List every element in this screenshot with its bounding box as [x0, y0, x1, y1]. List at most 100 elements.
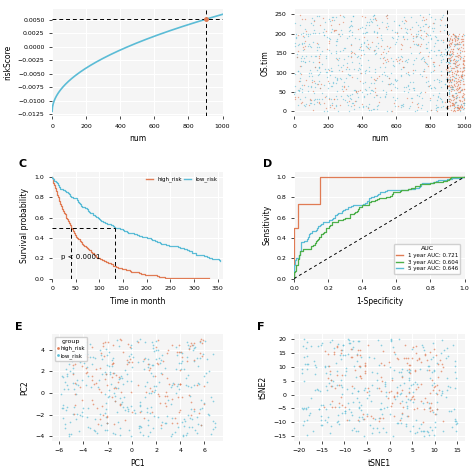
Point: [163, 419, 170, 427]
Point: [458, 75, 465, 82]
Point: [205, 367, 213, 374]
Point: [202, 369, 210, 377]
Point: [374, 102, 381, 109]
Point: [429, 339, 437, 346]
Text: C: C: [18, 159, 26, 170]
Point: [420, 17, 428, 24]
Point: [103, 419, 111, 427]
Point: [414, 383, 421, 391]
Point: [423, 45, 430, 52]
Point: [208, 431, 215, 438]
Point: [118, 399, 126, 406]
Point: [355, 25, 362, 32]
Point: [348, 28, 356, 36]
Point: [355, 66, 362, 73]
Point: [428, 106, 435, 113]
Point: [429, 409, 437, 416]
Point: [402, 28, 410, 36]
Point: [410, 40, 418, 48]
Point: [396, 400, 404, 407]
Point: [146, 410, 154, 417]
Point: [350, 86, 357, 93]
Point: [318, 90, 326, 97]
Point: [363, 86, 370, 93]
Point: [393, 57, 401, 65]
Point: [198, 421, 205, 428]
Point: [453, 40, 461, 47]
Point: [124, 406, 132, 413]
Point: [336, 54, 343, 62]
Point: [353, 87, 360, 94]
Point: [154, 413, 162, 420]
Point: [124, 356, 131, 364]
Point: [109, 354, 116, 362]
Point: [365, 104, 372, 111]
Point: [437, 72, 445, 79]
Point: [385, 388, 392, 395]
Point: [347, 40, 355, 47]
Point: [295, 67, 302, 75]
Point: [403, 58, 410, 65]
Point: [456, 51, 463, 59]
Point: [60, 385, 68, 393]
Point: [369, 12, 377, 19]
Point: [72, 415, 80, 423]
Point: [456, 67, 464, 75]
Point: [157, 356, 164, 364]
Point: [102, 371, 109, 378]
Point: [453, 91, 460, 99]
Point: [433, 107, 441, 114]
Point: [98, 402, 106, 410]
Point: [317, 80, 325, 88]
Point: [168, 414, 176, 422]
Point: [357, 69, 365, 77]
Point: [79, 376, 86, 384]
Point: [431, 419, 439, 426]
Point: [341, 371, 349, 378]
Point: [327, 338, 334, 346]
Point: [302, 404, 310, 411]
Point: [431, 382, 439, 390]
Point: [70, 379, 77, 386]
Point: [345, 52, 352, 60]
Point: [383, 11, 391, 19]
Point: [301, 377, 308, 384]
Point: [371, 75, 378, 82]
Point: [364, 36, 371, 44]
Point: [414, 30, 422, 38]
Legend: high_risk, low_risk: high_risk, low_risk: [55, 337, 87, 361]
Point: [125, 427, 133, 434]
Point: [310, 27, 318, 34]
Point: [164, 396, 172, 404]
Point: [59, 344, 66, 351]
Point: [447, 75, 454, 83]
Point: [435, 90, 443, 97]
Point: [363, 18, 371, 26]
Point: [434, 93, 441, 100]
Point: [444, 82, 451, 90]
Point: [374, 384, 381, 392]
Point: [201, 337, 209, 344]
Point: [427, 404, 434, 412]
Point: [410, 86, 418, 93]
Point: [381, 383, 389, 390]
Point: [382, 88, 389, 96]
Point: [418, 17, 426, 24]
Point: [403, 36, 411, 43]
Point: [451, 62, 458, 70]
Point: [447, 66, 455, 73]
Point: [338, 30, 346, 37]
Point: [157, 369, 164, 376]
Point: [418, 55, 425, 63]
Point: [163, 402, 170, 410]
Point: [452, 77, 460, 85]
Point: [403, 94, 410, 101]
Point: [105, 386, 113, 393]
Point: [167, 432, 174, 439]
Point: [178, 393, 185, 401]
Point: [385, 358, 392, 366]
Point: [332, 49, 339, 56]
Point: [200, 399, 208, 406]
Point: [449, 107, 456, 115]
Point: [449, 93, 457, 101]
